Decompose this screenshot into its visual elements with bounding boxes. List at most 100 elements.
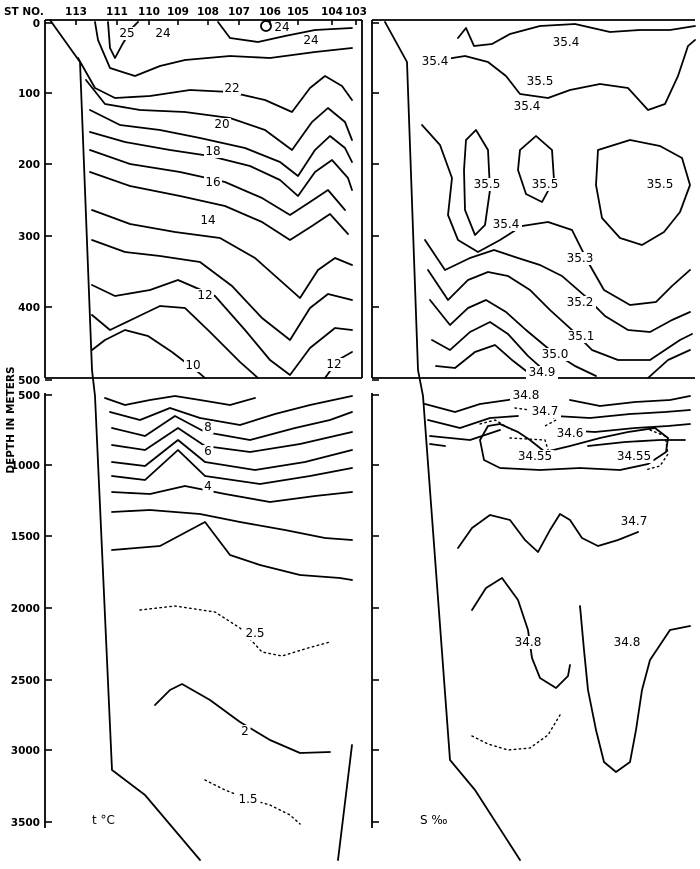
depth-tick-upper-300: 300 [18,231,40,243]
temperature-contour-label-bg [213,118,231,131]
temperature-contour-label-bg [273,21,291,34]
right-panel-frame [371,19,695,828]
temperature-contour-label-20: 20 [214,117,229,131]
left-seabed-right-edge [337,744,353,861]
station-label-106: 106 [259,6,281,18]
salinity-contour-label-bg [564,296,596,309]
temperature-contour-label-4: 4 [204,479,212,493]
temperature-contour-label-2: 2 [241,724,249,738]
salinity-contours [419,23,696,773]
t-contour-5 [111,485,353,503]
salinity-contour-label-bg [611,636,643,649]
salinity-contour-label-34-55: 34.55 [518,449,552,463]
temperature-contour-label-14: 14 [200,213,215,227]
s-contour-lower-b [554,409,691,419]
station-label-109: 109 [167,6,189,18]
station-label-110: 110 [138,6,160,18]
temperature-contour-labels: 25 24 24 24 22 20 18 16 14 12 12 10 8 6 4 2.5 2 1.5 [118,20,343,806]
s-contour-34-7-lower [457,513,639,553]
t-contour-22 [77,57,353,113]
salinity-contour-label-35-5: 35.5 [527,74,554,88]
temperature-contour-label-bg [204,145,222,158]
temperature-contour-label-bg [202,480,214,493]
s-contour-dotted-c [479,419,513,431]
salinity-contour-label-35-4: 35.4 [553,35,580,49]
t-contour-16a [89,149,346,216]
temperature-contour-label-18: 18 [205,144,220,158]
t-contour-18a [89,109,353,177]
s-contour-35-4-top [457,23,696,47]
temperature-contour-label-6: 6 [204,444,212,458]
temperature-contour-label-bg [302,34,320,47]
salinity-contour-label-35-5: 35.5 [532,177,559,191]
temperature-contour-label-10: 10 [185,358,200,372]
salinity-contour-label-bg [618,515,650,528]
salinity-contour-label-bg [526,366,558,379]
depth-tick-upper-200: 200 [18,159,40,171]
s-contour-35-3 [424,239,691,333]
salinity-contour-label-bg [554,427,586,440]
salinity-contour-label-bg [490,218,522,231]
s-contour-35-4-closed [419,39,696,111]
salinity-contour-label-35-5: 35.5 [474,177,501,191]
salinity-contour-label-bg [644,178,676,191]
t-contour-20 [85,79,353,151]
temperature-contour-label-bg [199,214,217,227]
salinity-contour-label-35-4: 35.4 [493,217,520,231]
s-contour-34-8-upper [424,397,519,413]
depth-tick-upper-500: 500 [18,375,40,387]
s-contour-34-8-left [471,577,571,689]
s-contour-34-55-closed [479,423,669,471]
s-contour-35-4-mid [421,124,691,306]
t-contour-11 [91,305,259,379]
temperature-contour-label-bg [196,289,214,302]
temperature-contour-label-8: 8 [204,420,212,434]
salinity-contour-label-bg [550,36,582,49]
salinity-contour-label-34-8: 34.8 [614,635,641,649]
t-contour-lower-1 [104,395,256,406]
station-labels: 113 111 110 109 108 107 106 105 104 103 [65,6,367,18]
temperature-contour-label-16: 16 [205,175,220,189]
salinity-contour-label-34-7: 34.7 [621,514,648,528]
s-contour-lower-c [429,429,501,441]
temperature-contour-label-1-5: 1.5 [238,792,257,806]
salinity-contour-label-bg [511,100,543,113]
temperature-contour-label-22: 22 [224,81,239,95]
t-contour-lower-3 [111,411,353,441]
salinity-contour-label-34-55: 34.55 [617,449,651,463]
s-contour-dotted-a [514,407,558,427]
temperature-contour-label-12: 12 [326,357,341,371]
salinity-contour-label-34-8: 34.8 [515,635,542,649]
temperature-contours [77,20,353,825]
temperature-contour-label-bg [184,359,202,372]
salinity-contour-label-34-6: 34.6 [557,426,584,440]
depth-tick-lower-1000: 1000 [11,460,40,472]
salinity-contour-label-35-0: 35.0 [542,347,569,361]
station-label-111: 111 [106,6,128,18]
s-contour-35-5-right [595,139,691,246]
salinity-contour-label-35-4: 35.4 [514,99,541,113]
temperature-contour-label-bg [235,793,261,806]
salinity-contour-label-35-5: 35.5 [647,177,674,191]
t-contour-24-top [217,21,353,43]
depth-tick-lower-500: 500 [18,390,40,402]
t-contour-18 [89,131,353,197]
temperature-contour-label-bg [202,445,214,458]
salinity-contour-label-34-7: 34.7 [532,404,559,418]
depth-tick-upper-100: 100 [18,88,40,100]
station-label-103: 103 [345,6,367,18]
s-contour-right-edge [647,349,691,379]
s-contour-35-2 [427,269,693,361]
salinity-contour-label-bg [512,636,544,649]
temperature-contour-label-bg [118,27,136,40]
temperature-contour-label-bg [223,82,241,95]
t-contour-4 [111,509,353,541]
salinity-contour-label-bg [471,178,503,191]
t-contour-7 [111,439,353,471]
salinity-contour-label-bg [614,450,654,463]
t-contour-13 [91,239,353,341]
depth-tick-lower-3500: 3500 [11,817,40,829]
t-contour-24-circle [260,20,272,32]
